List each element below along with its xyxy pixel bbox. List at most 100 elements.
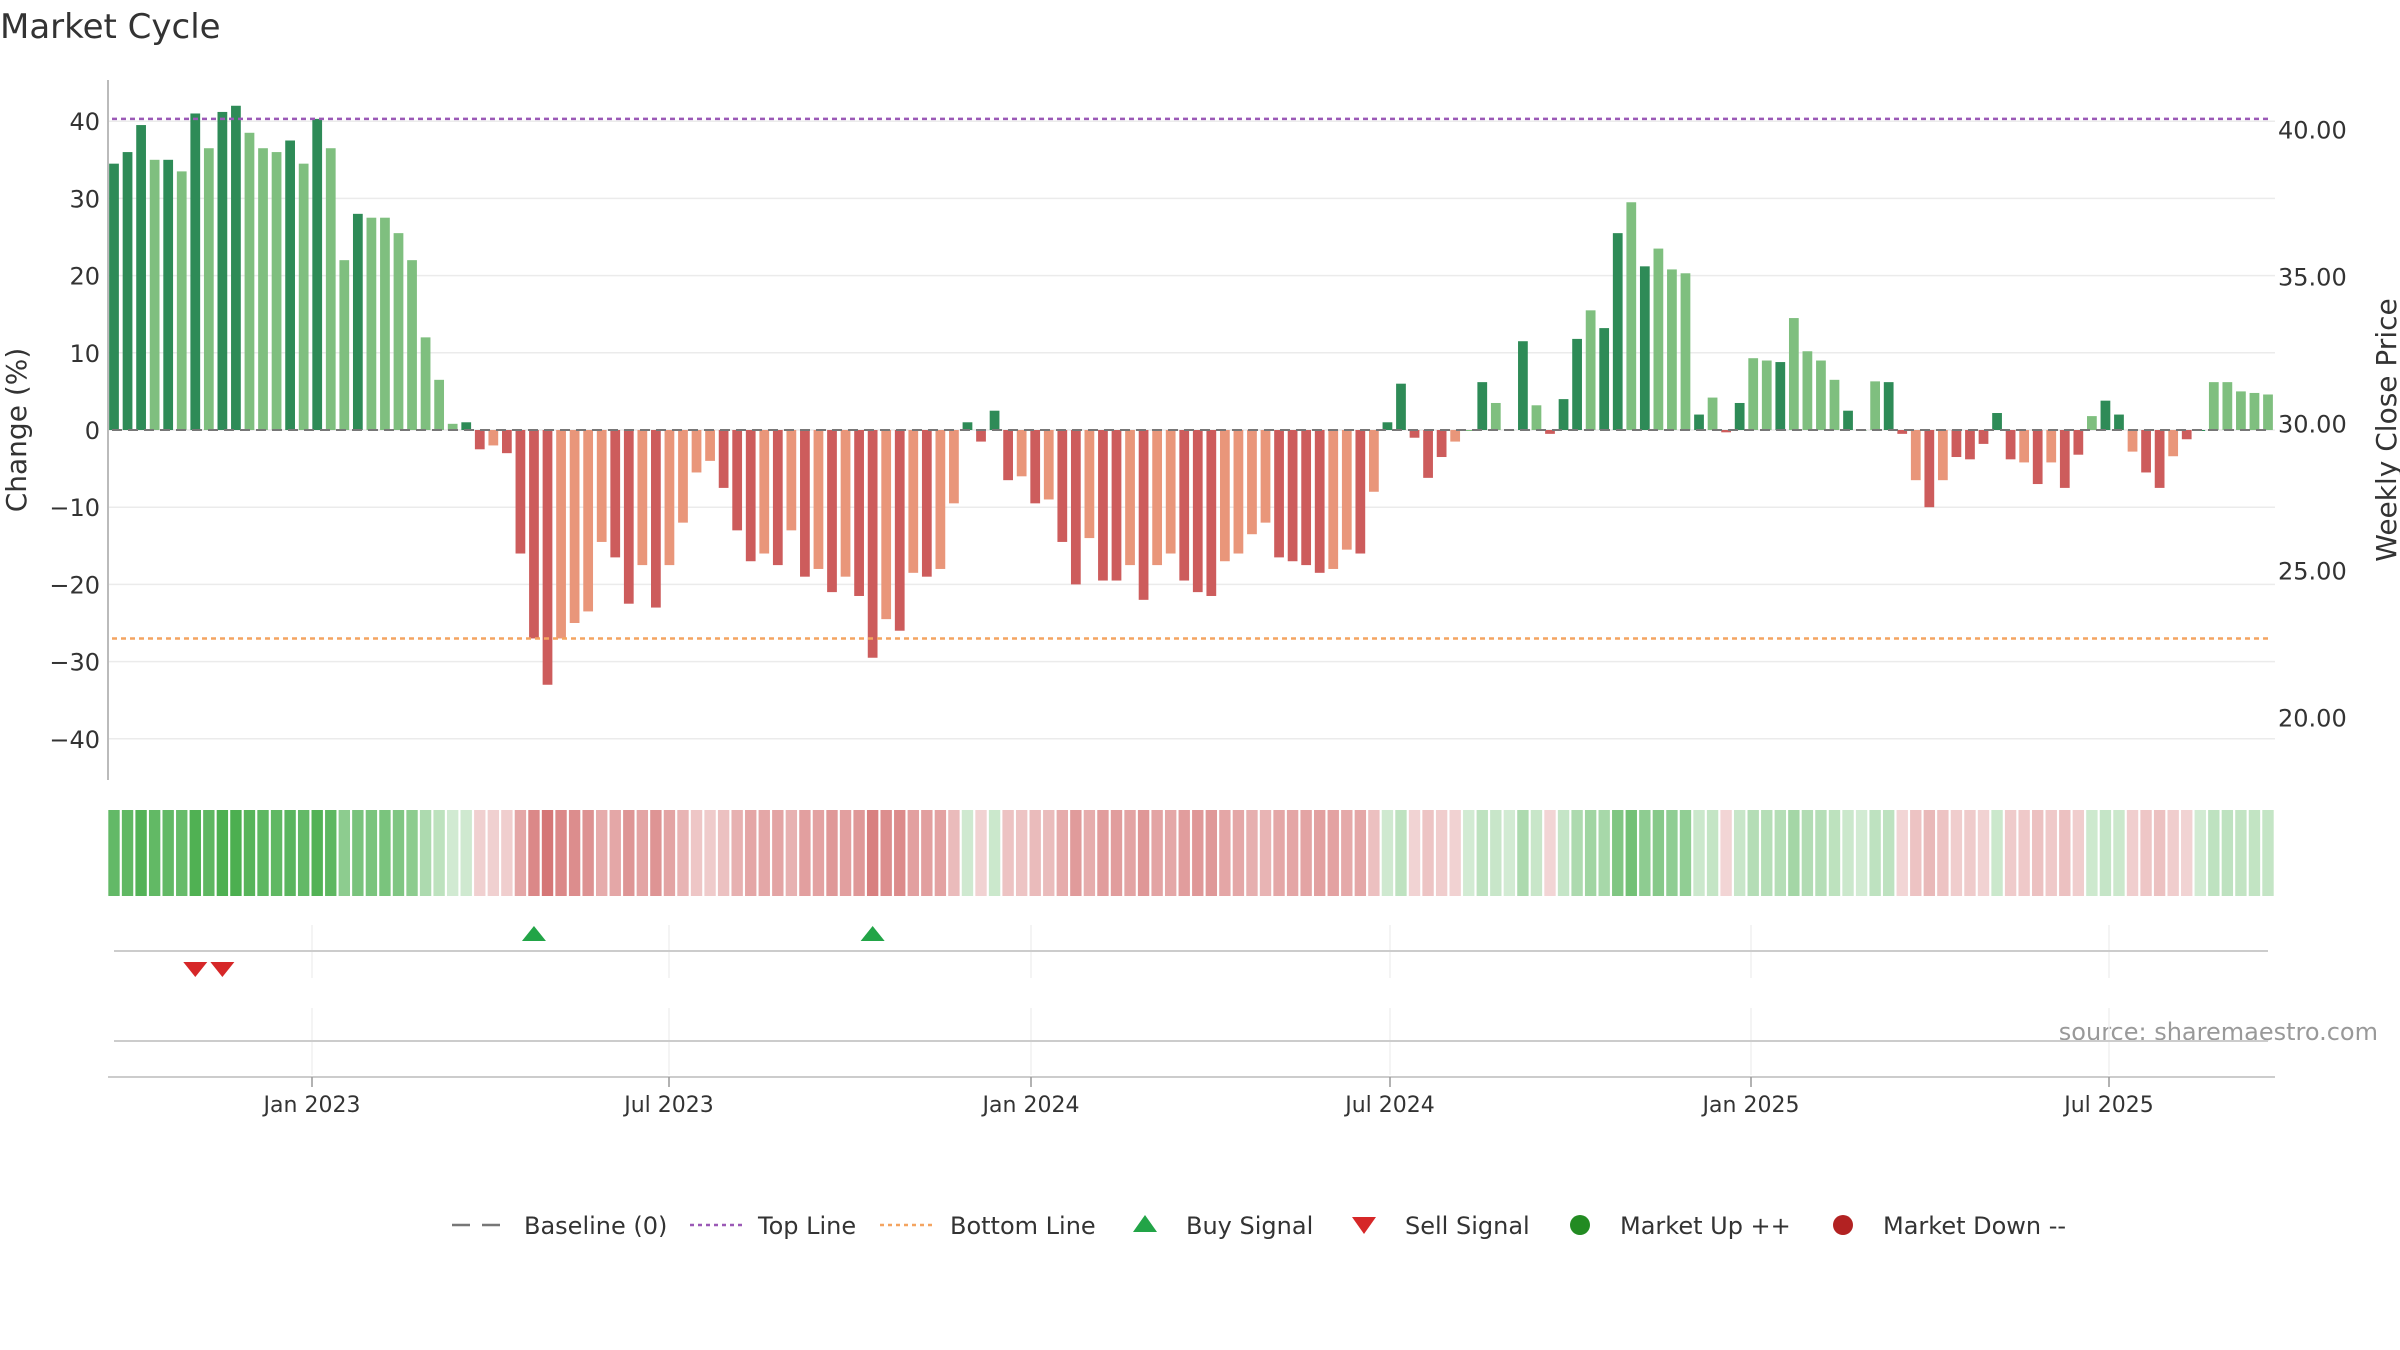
trend-cell (1855, 810, 1868, 896)
trend-cell (839, 810, 852, 896)
trend-cell (1557, 810, 1570, 896)
trend-cell (1679, 810, 1692, 896)
y-axis-label: Change (%) (0, 348, 33, 513)
trend-cell (1584, 810, 1597, 896)
axes: 40 30 20 10 0 −10 −20 −30 −40 40.00 35.00 30.00 25.0… (49, 80, 2347, 780)
trend-cell (1178, 810, 1190, 896)
change-bar (772, 430, 783, 566)
change-bar (1274, 430, 1284, 558)
change-bar (1612, 233, 1623, 430)
change-bar (2087, 416, 2097, 430)
change-bar (244, 132, 255, 430)
change-bar (745, 430, 756, 562)
trend-cell (1733, 810, 1746, 896)
trend-cell (1341, 810, 1353, 896)
trend-cell (2004, 810, 2017, 896)
trend-cell (2153, 810, 2166, 896)
trend-cell (1910, 810, 1922, 896)
trend-cell (1192, 810, 1204, 896)
trend-cell (1422, 810, 1434, 896)
legend-market-swatch (1570, 1215, 1590, 1235)
change-bar (596, 430, 607, 542)
trend-cell (1395, 810, 1407, 896)
change-bar (1260, 430, 1271, 523)
trend-cell (1083, 810, 1096, 896)
trend-cell (1314, 810, 1326, 896)
trend-cell (1056, 810, 1068, 896)
change-bar (800, 430, 810, 577)
change-bar (854, 430, 864, 596)
trend-cell (1991, 810, 2003, 896)
trend-cell (582, 810, 594, 896)
y-tick-label: −40 (49, 726, 100, 754)
change-bar (231, 105, 241, 430)
change-bar (732, 430, 743, 531)
trend-cell (1828, 810, 1841, 896)
buy-signal-marker (860, 926, 885, 941)
trend-cell (1761, 810, 1773, 896)
change-bar (339, 260, 350, 430)
change-bar (1111, 430, 1122, 581)
trend-cell (365, 810, 378, 896)
change-bar (637, 430, 648, 566)
trend-cell (2208, 810, 2220, 896)
legend-sell-swatch (1352, 1217, 1376, 1234)
legend-label: Sell Signal (1405, 1212, 1530, 1240)
change-bar (1748, 358, 1759, 430)
change-bar (1639, 266, 1650, 430)
trend-cell (162, 810, 174, 896)
change-bar (894, 430, 905, 631)
trend-cell (1232, 810, 1245, 896)
change-bar (1910, 430, 1921, 481)
trend-cell (1666, 810, 1678, 896)
trend-cell (745, 810, 757, 896)
trend-cell (1842, 810, 1854, 896)
trend-cell (1977, 810, 1990, 896)
trend-cell (1300, 810, 1312, 896)
trend-cell (270, 810, 283, 896)
x-tick-label: Jan 2024 (981, 1093, 1080, 1118)
change-bar (1098, 430, 1108, 581)
change-bar (705, 430, 715, 461)
change-bar (1152, 430, 1163, 566)
trend-cell (2018, 810, 2030, 896)
trend-cell (1029, 810, 1041, 896)
trend-cell (474, 810, 486, 896)
trend-cell (419, 810, 432, 896)
change-bar (556, 430, 566, 639)
change-bar (420, 337, 431, 430)
trend-cell (853, 810, 865, 896)
change-bar (2046, 430, 2057, 463)
chart-title: Market Cycle (0, 7, 221, 47)
change-bar (2154, 430, 2165, 488)
grid-lines (108, 120, 2275, 740)
change-bar (1301, 430, 1312, 566)
change-bar (217, 111, 228, 430)
change-bar (1694, 414, 1704, 430)
trend-cell (2126, 810, 2139, 896)
change-bar (678, 430, 688, 523)
trend-cell (2181, 810, 2193, 896)
change-bar (976, 430, 986, 442)
change-bar (610, 430, 621, 558)
trend-cell (704, 810, 716, 896)
buy-signal-marker (521, 926, 546, 941)
legend-label: Market Down -- (1883, 1212, 2066, 1240)
trend-cell (2086, 810, 2098, 896)
y2-tick-label: 35.00 (2278, 264, 2347, 292)
trend-cell (338, 810, 350, 896)
change-bar (1829, 379, 1840, 430)
trend-cell (948, 810, 960, 896)
trend-cell (1571, 810, 1583, 896)
trend-cell (1219, 810, 1231, 896)
y2-tick-label: 25.00 (2278, 558, 2347, 586)
trend-cell (1354, 810, 1367, 896)
change-bar (1992, 413, 2002, 430)
change-bar (1206, 430, 1217, 596)
y-tick-label: −20 (49, 571, 100, 599)
change-bar (2019, 430, 2030, 463)
y2-tick-label: 30.00 (2278, 411, 2347, 439)
trend-cell (1381, 810, 1394, 896)
change-bar (1490, 402, 1501, 430)
